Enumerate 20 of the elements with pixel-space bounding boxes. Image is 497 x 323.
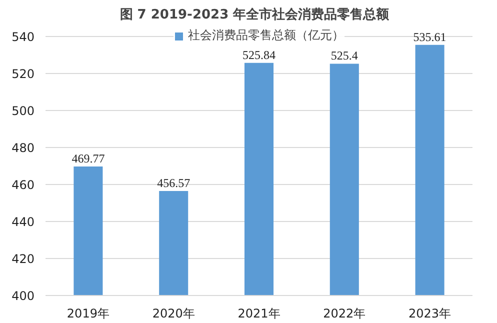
x-tick-label: 2023年 xyxy=(408,306,452,320)
y-tick-label: 480 xyxy=(12,141,34,156)
data-label: 535.61 xyxy=(413,30,446,44)
y-tick-label: 420 xyxy=(12,252,34,266)
x-tick-label: 2020年 xyxy=(152,306,195,320)
data-label: 469.77 xyxy=(72,152,105,166)
y-tick-label: 460 xyxy=(12,178,34,192)
x-tick-label: 2021年 xyxy=(238,306,280,320)
y-tick-label: 440 xyxy=(12,215,34,230)
y-tick-label: 500 xyxy=(12,104,34,118)
chart-title: 图 7 2019-2023 年全市社会消费品零售总额 xyxy=(120,6,390,22)
x-tick-label: 2019年 xyxy=(66,306,110,320)
y-tick-label: 540 xyxy=(12,30,34,44)
y-tick-label: 400 xyxy=(12,289,34,303)
data-label: 525.4 xyxy=(330,48,358,63)
x-tick-label: 2022年 xyxy=(323,306,366,320)
data-label: 525.84 xyxy=(242,48,276,62)
legend-label: 社会消费品零售总额（亿元） xyxy=(188,27,344,44)
y-tick-label: 520 xyxy=(12,67,34,82)
data-label: 456.57 xyxy=(157,176,190,190)
